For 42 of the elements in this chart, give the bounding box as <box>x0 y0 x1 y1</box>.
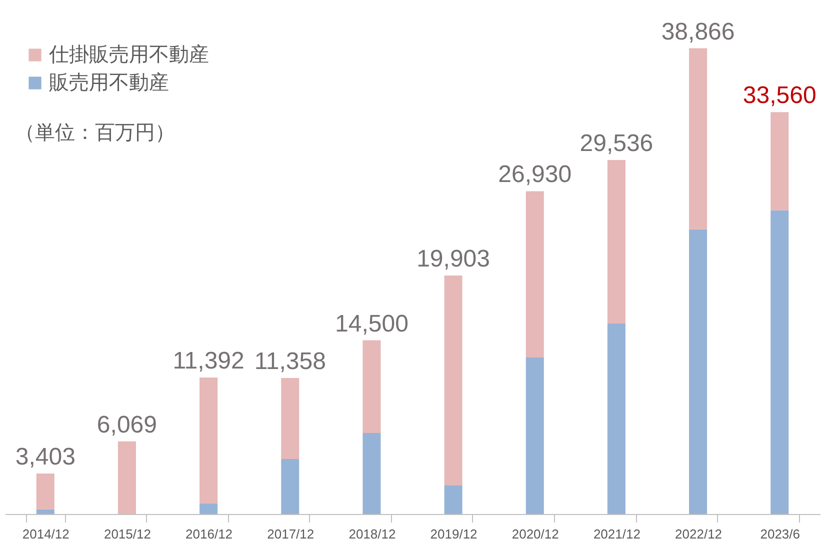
bar <box>770 210 789 514</box>
annotation: 38,866 <box>661 18 735 46</box>
bar <box>36 473 54 510</box>
bar <box>444 276 462 486</box>
bar <box>200 503 218 514</box>
bar <box>607 160 626 324</box>
bar <box>281 459 300 514</box>
bar <box>118 441 136 514</box>
bar <box>770 112 789 210</box>
bar <box>36 509 54 514</box>
annotation: 19,903 <box>416 246 490 273</box>
legend-label: 販売用不動産 <box>49 72 169 94</box>
annotation: 6,069 <box>96 411 157 438</box>
annotation: 3,403 <box>15 443 76 470</box>
x-tick-label: 2014/12 <box>22 526 70 542</box>
bar <box>607 324 626 514</box>
bar <box>444 485 462 514</box>
bar <box>526 358 544 514</box>
annotation: （単位：百万円） <box>15 122 175 144</box>
bar <box>689 48 708 230</box>
x-tick-label: 2019/12 <box>430 526 478 542</box>
legend-label: 仕掛販売用不動産 <box>48 44 209 66</box>
x-tick-label: 2022/12 <box>675 526 722 542</box>
annotation: 26,930 <box>498 161 572 188</box>
annotation: 29,536 <box>580 130 654 158</box>
annotation: 33,560 <box>742 82 816 110</box>
annotation: 11,358 <box>254 348 326 376</box>
annotation: 14,500 <box>335 310 408 338</box>
bar <box>362 432 381 514</box>
x-tick-label: 2017/12 <box>267 526 314 542</box>
x-tick-label: 2020/12 <box>512 526 559 542</box>
x-tick-label: 2018/12 <box>348 526 396 542</box>
x-tick-label: 2023/6 <box>760 526 800 542</box>
annotation: 11,392 <box>172 348 244 375</box>
x-tick-label: 2016/12 <box>186 526 233 542</box>
bar <box>526 191 544 358</box>
bar <box>200 378 218 504</box>
x-tick-label: 2021/12 <box>593 526 640 542</box>
bar <box>689 229 708 514</box>
x-tick-label: 2015/12 <box>104 526 151 542</box>
bar <box>281 378 300 460</box>
bar <box>362 340 381 433</box>
